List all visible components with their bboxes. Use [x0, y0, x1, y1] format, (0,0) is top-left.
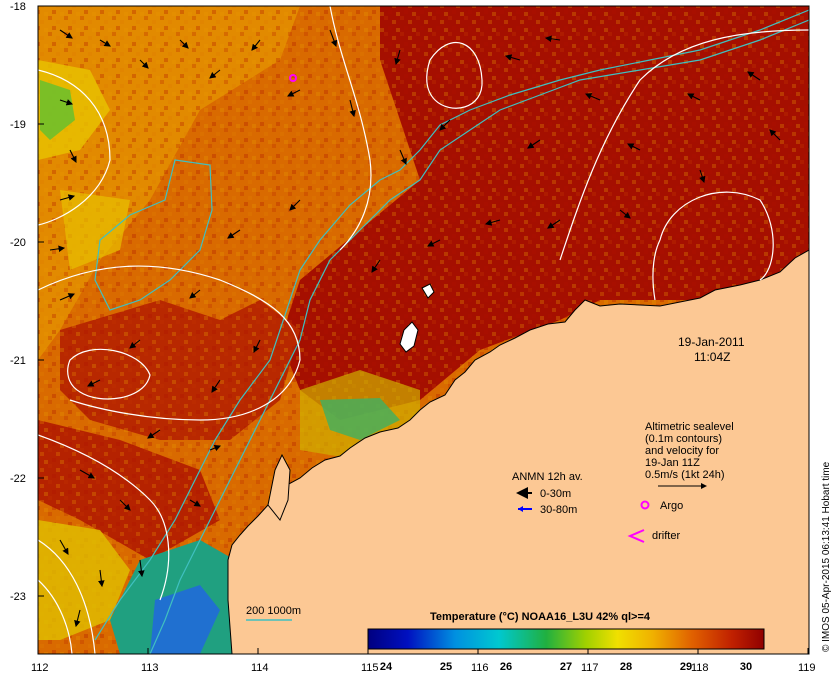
bathymetry-legend-label: 200 1000m — [246, 605, 301, 617]
sealevel-contours — [38, 6, 809, 654]
altimetry-line-3: and velocity for — [645, 445, 719, 457]
plot-frame — [37, 5, 810, 655]
bathymetry-west-loop — [94, 159, 213, 311]
argo-legend-label: Argo — [660, 500, 683, 512]
land-cape-peninsula — [267, 453, 291, 521]
lat-tick-label: -22 — [10, 473, 26, 485]
colorbar-tick-label: 28 — [620, 661, 632, 673]
colorbar: Temperature (°C) NOAA16_L3U 42% ql>=4 24… — [367, 611, 765, 673]
bathymetry-1000m — [94, 9, 809, 641]
anmn-shallow-label: 0-30m — [540, 488, 571, 500]
anmn-legend: ANMN 12h av. 0-30m 30-80m — [512, 471, 583, 516]
land-mainland — [227, 249, 809, 654]
map-time: 11:04Z — [694, 350, 730, 364]
colorbar-tick-label: 30 — [740, 661, 752, 673]
lon-tick-label: 117 — [581, 662, 599, 674]
colorbar-title: Temperature (°C) NOAA16_L3U 42% ql>=4 — [430, 611, 651, 623]
lon-tick-label: 114 — [251, 662, 269, 674]
colorbar-tick-label: 29 — [680, 661, 692, 673]
lat-tick-label: -21 — [10, 355, 26, 367]
colorbar-tick-label: 26 — [500, 661, 512, 673]
lat-tick-label: -20 — [10, 237, 26, 249]
bathymetry-200m — [149, 19, 809, 654]
velocity-arrows — [49, 29, 781, 628]
land-island-2 — [421, 283, 435, 299]
map-date: 19-Jan-2011 — [678, 335, 745, 349]
colorbar-tick-label: 27 — [560, 661, 572, 673]
lon-tick-label: 112 — [31, 662, 49, 674]
velocity-scale-label: 0.5m/s (1kt 24h) — [645, 469, 724, 481]
sst-cool-pool-sw-blue — [150, 585, 220, 654]
plot-area — [38, 6, 809, 654]
land-island-1 — [399, 321, 419, 353]
altimetry-note: Altimetric sealevel (0.1m contours) and … — [645, 421, 734, 489]
altimetry-line-4: 19-Jan 11Z — [645, 457, 700, 469]
lon-tick-label: 119 — [798, 662, 816, 674]
altimetry-line-2: (0.1m contours) — [645, 433, 722, 445]
lat-tick-label: -19 — [10, 119, 26, 131]
lon-tick-label: 115 — [361, 662, 379, 674]
argo-legend-icon — [640, 500, 650, 510]
sst-cool-patch-shelf-green — [320, 398, 400, 440]
drifter-legend-label: drifter — [652, 530, 680, 542]
argo-float-marker — [289, 74, 297, 82]
anmn-legend-title: ANMN 12h av. — [512, 471, 583, 483]
lat-tick-label: -23 — [10, 591, 26, 603]
anmn-deep-label: 30-80m — [540, 504, 577, 516]
sst-cool-patch-nw2 — [40, 80, 75, 140]
colorbar-gradient — [367, 628, 765, 650]
colorbar-tick-label: 24 — [380, 661, 393, 673]
lat-tick-label: -18 — [10, 1, 26, 13]
lon-tick-label: 116 — [471, 662, 489, 674]
altimetry-line-1: Altimetric sealevel — [645, 421, 734, 433]
credit-text: © IMOS 05-Apr-2015 06:13:41 Hobart time — [821, 461, 832, 652]
sst-cool-patch-w — [60, 190, 130, 270]
sst-cool-pool-sw-yellow — [38, 520, 130, 640]
colorbar-tick-label: 25 — [440, 661, 452, 673]
lon-tick-label: 118 — [691, 662, 709, 674]
drifter-legend-icon — [627, 529, 645, 543]
lon-tick-label: 113 — [141, 662, 159, 674]
colorbar-ticks: 24 25 26 27 28 29 30 — [380, 661, 752, 673]
latitude-axis: -18 -19 -20 -21 -22 -23 — [10, 1, 44, 603]
